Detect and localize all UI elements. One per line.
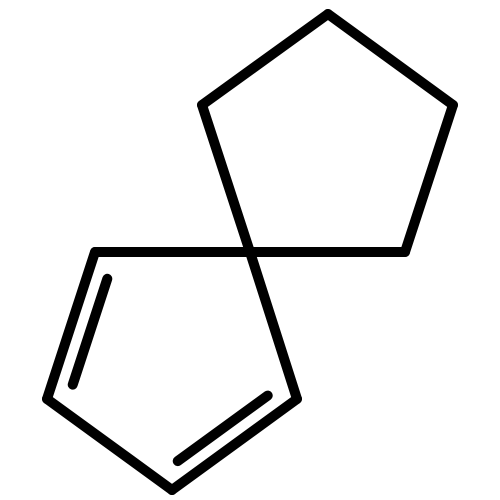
bond-line	[172, 399, 297, 490]
bond-line	[405, 105, 453, 252]
bond-line	[47, 399, 172, 490]
bond-line	[202, 14, 328, 105]
bond-line	[202, 105, 250, 252]
chemical-structure-diagram	[0, 0, 500, 500]
bond-line	[328, 14, 453, 105]
bond-line	[250, 252, 297, 399]
